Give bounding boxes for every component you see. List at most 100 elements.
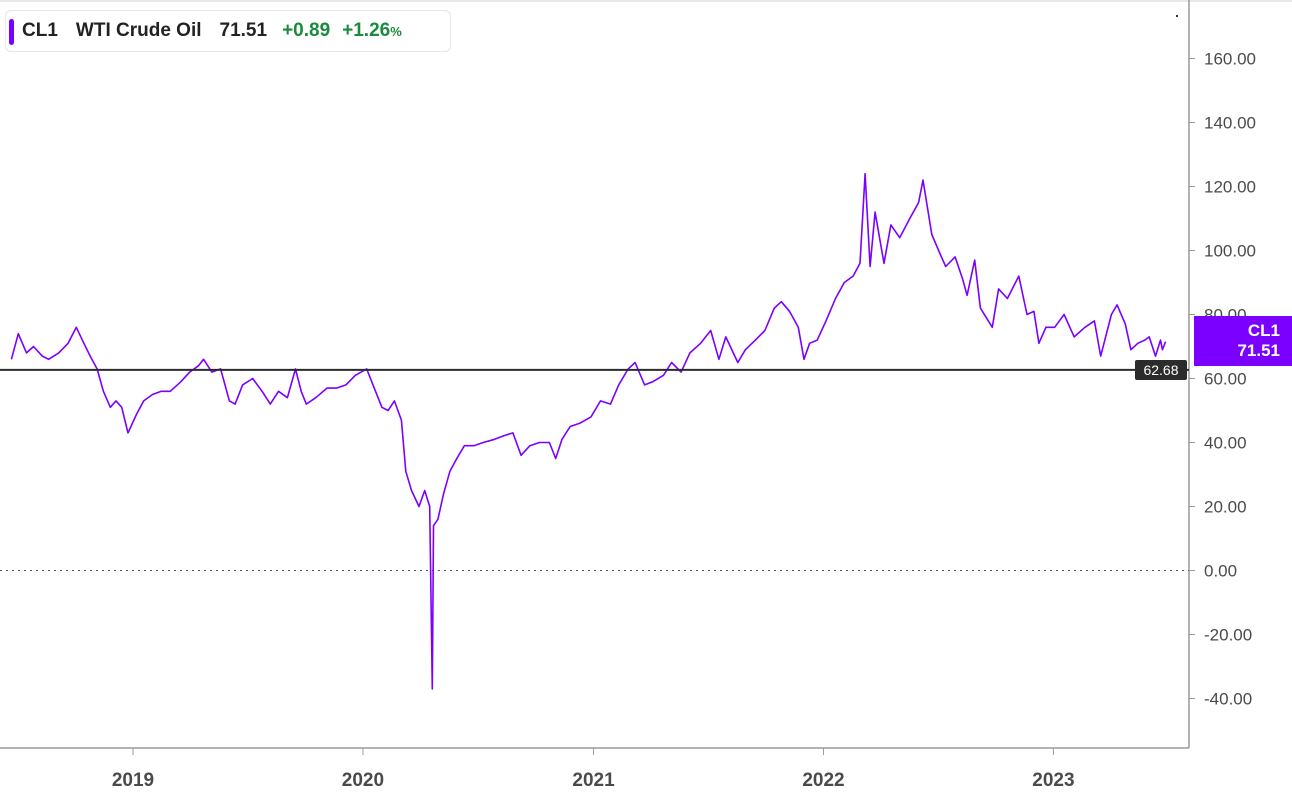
series-point — [737, 362, 739, 364]
series-point — [381, 406, 383, 408]
series-point — [710, 330, 712, 332]
series-point — [979, 307, 981, 309]
series-point — [899, 237, 901, 239]
last-price-tag: CL1 71.51 — [1194, 316, 1292, 366]
series-point — [1073, 336, 1075, 338]
series-point — [252, 378, 254, 380]
series-point — [1063, 314, 1065, 316]
series-point — [1045, 326, 1047, 328]
x-tick-label: 2020 — [342, 770, 384, 791]
series-point — [136, 413, 138, 415]
series-point — [143, 400, 145, 402]
series-point — [754, 339, 756, 341]
series-point — [918, 202, 920, 204]
series-point — [520, 454, 522, 456]
series-point — [718, 358, 720, 360]
series-point — [41, 355, 43, 357]
series-point — [400, 419, 402, 421]
series-point — [286, 397, 288, 399]
series-point — [809, 342, 811, 344]
series-point — [160, 390, 162, 392]
series-point — [1165, 341, 1167, 343]
legend-name: WTI Crude Oil — [75, 20, 202, 41]
series-point — [405, 470, 407, 472]
legend-change: +0.89 — [282, 20, 331, 41]
series-point — [67, 342, 69, 344]
series-point — [966, 294, 968, 296]
x-tick-label: 2019 — [112, 770, 154, 791]
price-tag-background — [1194, 316, 1292, 366]
series-point — [336, 387, 338, 389]
series-point — [1038, 342, 1040, 344]
series-point — [764, 330, 766, 332]
series-point — [859, 262, 861, 264]
series-point — [456, 458, 458, 460]
series-point — [48, 358, 50, 360]
series-point — [1160, 339, 1162, 341]
series-point — [424, 490, 426, 492]
series-point — [1148, 336, 1150, 338]
y-tick-label: 20.00 — [1204, 498, 1247, 517]
series-point — [931, 234, 933, 236]
series-point — [890, 224, 892, 226]
series-point — [354, 374, 356, 376]
y-axis-ticks: 160.00140.00120.00100.0080.0060.0040.002… — [1189, 50, 1256, 709]
series-point — [17, 333, 19, 335]
series-point — [1124, 323, 1126, 325]
series-point — [773, 307, 775, 309]
series-point — [502, 435, 504, 437]
series-point — [689, 352, 691, 354]
y-tick-label: 0.00 — [1204, 562, 1237, 581]
series-point — [555, 458, 557, 460]
legend-change-pct-sign: % — [390, 24, 402, 39]
series-point — [431, 688, 433, 690]
series-point — [326, 387, 328, 389]
series-point — [538, 442, 540, 444]
series-point — [269, 403, 271, 405]
series-point — [579, 422, 581, 424]
series-point — [797, 326, 799, 328]
series-point — [680, 371, 682, 373]
price-tag-symbol: CL1 — [1247, 321, 1280, 340]
series-point — [83, 342, 85, 344]
series-point — [1161, 349, 1163, 351]
series-point — [437, 518, 439, 520]
series-points — [10, 173, 1166, 690]
series-point — [26, 352, 28, 354]
series-point — [1155, 355, 1157, 357]
series-point — [644, 384, 646, 386]
series-point — [152, 394, 154, 396]
series-point — [211, 371, 213, 373]
series-point — [663, 374, 665, 376]
legend-change-pct: +1.26% — [342, 20, 402, 42]
series-point — [744, 349, 746, 351]
series-point — [127, 432, 129, 434]
series-point — [102, 390, 104, 392]
series-point — [1137, 342, 1139, 344]
series-point — [203, 358, 205, 360]
y-tick-label: -20.00 — [1204, 626, 1252, 645]
series-point — [789, 310, 791, 312]
price-tag-value: 71.51 — [1237, 341, 1280, 360]
series-point — [945, 266, 947, 268]
series-line-cl1 — [10, 172, 1167, 690]
series-point — [1018, 275, 1020, 277]
series-point — [33, 346, 35, 348]
series-point — [121, 406, 123, 408]
series-point — [411, 490, 413, 492]
series-point — [548, 442, 550, 444]
series-point — [974, 259, 976, 261]
series-point — [954, 256, 956, 258]
series-point — [305, 403, 307, 405]
series-point — [1026, 314, 1028, 316]
x-axis-ticks: 2019 2020 2021 2022 2023 — [112, 748, 1075, 791]
series-point — [529, 445, 531, 447]
series-point — [75, 326, 77, 328]
x-tick-label: 2022 — [802, 770, 844, 791]
series-point — [482, 442, 484, 444]
series-point — [561, 438, 563, 440]
series-point — [387, 410, 389, 412]
series-point — [473, 445, 475, 447]
series-point — [816, 339, 818, 341]
